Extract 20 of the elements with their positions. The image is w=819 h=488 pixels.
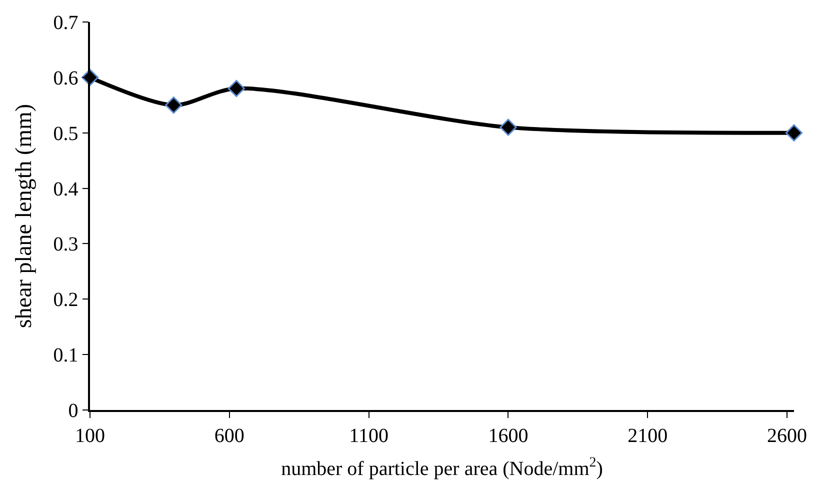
y-tick-label: 0.4 <box>53 178 78 200</box>
y-tick-label: 0 <box>68 400 78 422</box>
x-axis-title: number of particle per area (Node/mm$^{2}$) <box>281 455 603 480</box>
x-tick-label: 2100 <box>628 424 668 447</box>
x-tick-label: 600 <box>214 424 244 447</box>
x-tick-label: 1100 <box>349 424 388 447</box>
point <box>785 124 803 142</box>
y-tick-label: 0.7 <box>53 12 78 34</box>
y-tick-label: 0.2 <box>53 289 78 312</box>
x-tick-label: 1600 <box>488 424 528 447</box>
y-tick-label: 0.1 <box>53 344 78 367</box>
point <box>165 96 182 114</box>
x-tick-label: 2600 <box>767 424 808 447</box>
y-tick-label: 0.3 <box>53 234 78 256</box>
point <box>500 118 517 136</box>
y-tick-label: 0.6 <box>53 67 78 90</box>
x-tick-label: 100 <box>75 424 105 447</box>
y-axis-title: shear plane length (mm) <box>11 104 36 328</box>
point <box>228 80 245 98</box>
y-tick-label: 0.5 <box>53 122 78 145</box>
